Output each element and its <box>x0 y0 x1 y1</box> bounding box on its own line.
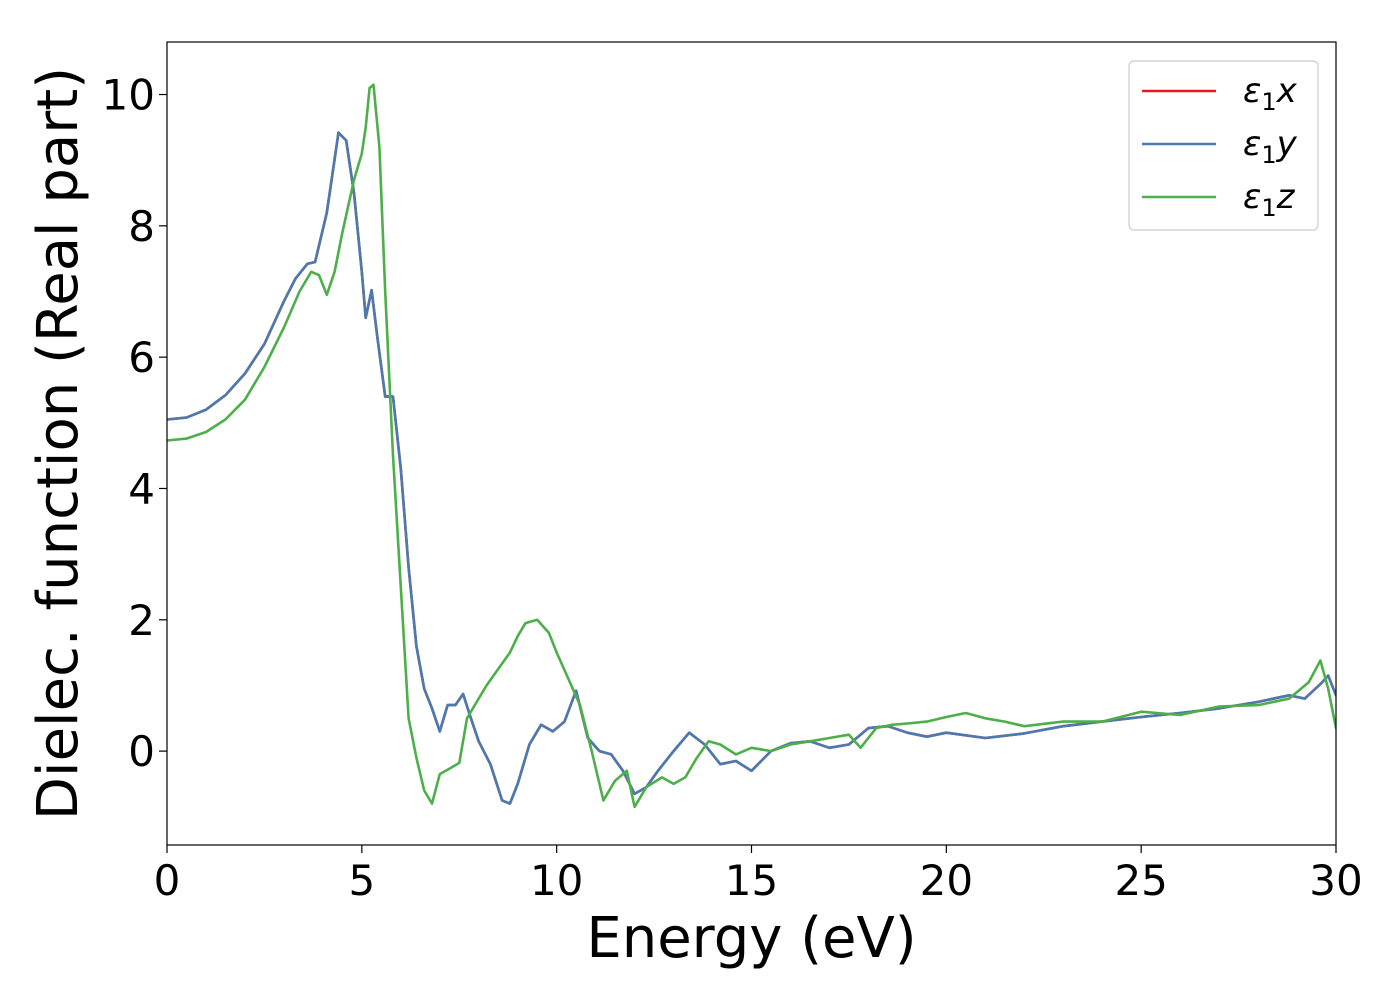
x-tick-label: 25 <box>1114 856 1167 905</box>
series-line-y <box>167 131 1336 805</box>
y-tick-label: 0 <box>128 727 155 776</box>
x-tick-label: 0 <box>154 856 181 905</box>
x-axis: 0 5 10 15 20 25 30 <box>154 845 1363 905</box>
y-axis: 0 2 4 6 8 10 <box>102 71 167 776</box>
x-tick-label: 10 <box>530 856 583 905</box>
y-tick-label: 2 <box>128 596 155 645</box>
legend-label-y: ε1y <box>1243 124 1298 169</box>
y-axis-label: Dielec. function (Real part) <box>26 67 91 820</box>
x-tick-label: 5 <box>348 856 375 905</box>
y-tick-label: 6 <box>128 333 155 382</box>
x-tick-label: 15 <box>725 856 778 905</box>
legend-label-z: ε1z <box>1243 177 1296 222</box>
x-tick-label: 30 <box>1309 856 1362 905</box>
x-tick-label: 20 <box>920 856 973 905</box>
y-tick-label: 8 <box>128 202 155 251</box>
y-tick-label: 4 <box>128 464 155 513</box>
series-layer <box>167 83 1336 809</box>
legend-label-x: ε1x <box>1243 71 1298 116</box>
y-tick-label: 10 <box>102 71 155 120</box>
legend-box <box>1128 60 1319 231</box>
series-line-z <box>167 83 1336 809</box>
legend: ε1x ε1y ε1z <box>1128 60 1319 231</box>
x-axis-label: Energy (eV) <box>586 906 916 971</box>
